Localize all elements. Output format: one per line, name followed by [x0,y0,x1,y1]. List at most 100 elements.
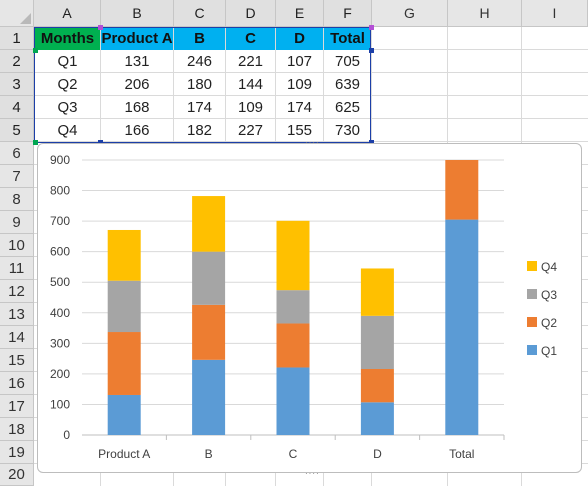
legend-label[interactable]: Q2 [541,316,557,330]
column-header-d[interactable]: D [226,0,276,27]
row-header[interactable]: 7 [0,165,34,188]
row-header[interactable]: 18 [0,418,34,441]
row-header[interactable]: 14 [0,326,34,349]
cell-month[interactable]: Q3 [57,99,78,116]
bar-segment-q1[interactable] [445,219,479,435]
cell-value[interactable]: 168 [124,99,150,116]
stacked-column-chart[interactable]: ···· ···· 0 100 200 300 400 500 600 700 800 900 Pr… [37,138,582,478]
row-header[interactable]: 1 [0,27,34,50]
range-handle[interactable] [98,140,103,145]
select-all-corner[interactable] [0,0,34,27]
legend-swatch[interactable] [527,345,537,355]
cell-value[interactable]: 246 [186,53,213,70]
x-tick-label: B [205,447,213,461]
row-header[interactable]: 11 [0,257,34,280]
cell-value[interactable]: 155 [286,122,313,139]
column-header-b[interactable]: B [101,0,174,27]
range-handle[interactable] [98,25,103,30]
x-tick-label: Product A [98,447,150,461]
column-header-a[interactable]: A [34,0,101,27]
bar-segment-q1[interactable] [276,367,310,435]
bar-segment-q2[interactable] [360,369,394,403]
cell-header-total[interactable]: Total [324,27,371,50]
bar-segment-q4[interactable] [107,229,141,281]
range-handle[interactable] [369,48,374,53]
column-header-e[interactable]: E [276,0,324,27]
cell-header-c[interactable]: C [226,27,275,50]
y-tick-label: 0 [63,428,70,442]
column-header-g[interactable]: G [372,0,448,27]
row-header[interactable]: 9 [0,211,34,234]
bar-segment-q4[interactable] [360,268,394,316]
bar-segment-q3[interactable] [276,290,310,324]
cell-header-months[interactable]: Months [35,27,100,50]
cell-value[interactable]: 174 [186,99,213,116]
cell-value[interactable]: 109 [237,99,264,116]
cell-header-b[interactable]: B [174,27,225,50]
bar-segment-q1[interactable] [192,359,226,435]
column-header-f[interactable]: F [324,0,372,27]
cell-value[interactable]: 182 [186,122,213,139]
cell-month[interactable]: Q2 [57,76,78,93]
y-tick-label: 900 [50,153,70,167]
row-header[interactable]: 8 [0,188,34,211]
row-header[interactable]: 13 [0,303,34,326]
column-header-c[interactable]: C [174,0,226,27]
cell-total[interactable]: 639 [334,76,361,93]
row-header[interactable]: 3 [0,73,34,96]
row-header[interactable]: 17 [0,395,34,418]
cell-value[interactable]: 227 [237,122,264,139]
cell-value[interactable]: 131 [124,53,150,70]
cell-value[interactable]: 166 [124,122,150,139]
legend-swatch[interactable] [527,289,537,299]
range-handle[interactable] [33,48,38,53]
row-header[interactable]: 2 [0,50,34,73]
bar-segment-q3[interactable] [107,280,141,333]
row-header[interactable]: 12 [0,280,34,303]
column-header-h[interactable]: H [448,0,522,27]
cell-month[interactable]: Q4 [57,122,78,139]
cell-total[interactable]: 705 [334,53,361,70]
cell-value[interactable]: 221 [237,53,264,70]
row-header[interactable]: 4 [0,96,34,119]
legend-label[interactable]: Q3 [541,288,557,302]
row-header[interactable]: 20 [0,464,34,486]
row-header[interactable]: 6 [0,142,34,165]
bar-segment-q3[interactable] [360,315,394,369]
cell-total[interactable]: 625 [334,99,361,116]
legend-label[interactable]: Q1 [541,344,557,358]
cell-value[interactable]: 109 [286,76,313,93]
cell-total[interactable]: 730 [334,122,361,139]
cell-header-d[interactable]: D [276,27,323,50]
cell-month[interactable]: Q1 [57,53,78,70]
cell-value[interactable]: 144 [237,76,264,93]
cell-header-product-a[interactable]: Product A [101,27,173,50]
bar-segment-q1[interactable] [107,394,141,435]
bar-segment-q3[interactable] [192,251,226,305]
row-header[interactable]: 15 [0,349,34,372]
bar-segment-q1[interactable] [360,402,394,435]
cell-value[interactable]: 180 [186,76,213,93]
bar-segment-q2[interactable] [107,332,141,395]
legend-label[interactable]: Q4 [541,260,557,274]
bar-segment-q2[interactable] [192,304,226,360]
cell-value[interactable]: 174 [286,99,313,116]
range-handle[interactable] [369,140,374,145]
row-header[interactable]: 19 [0,441,34,464]
cell-value[interactable]: 206 [124,76,150,93]
range-handle[interactable] [369,25,374,30]
chart-resize-handle[interactable]: ···· [305,469,320,478]
row-header[interactable]: 5 [0,119,34,142]
legend-swatch[interactable] [527,261,537,271]
bar-segment-q4[interactable] [192,196,226,252]
cell-value[interactable]: 107 [286,53,313,70]
row-header[interactable]: 10 [0,234,34,257]
range-handle[interactable] [33,140,38,145]
bar-segment-q4[interactable] [276,220,310,291]
bar-segment-q2[interactable] [445,160,479,220]
row-header[interactable]: 16 [0,372,34,395]
bar-segment-q2[interactable] [276,323,310,368]
column-header-i[interactable]: I [522,0,588,27]
chart-resize-handle[interactable]: ···· [305,138,320,147]
legend-swatch[interactable] [527,317,537,327]
